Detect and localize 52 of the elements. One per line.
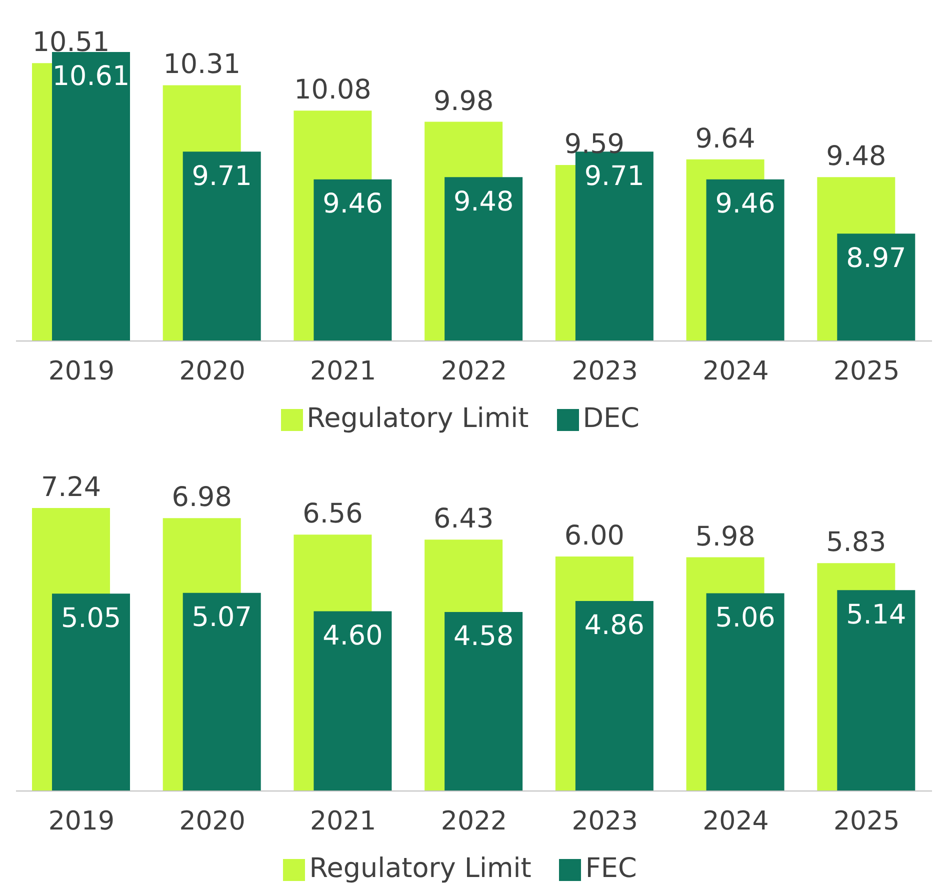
x-tick-label: 2020 <box>179 356 246 386</box>
x-tick-label: 2024 <box>702 806 769 836</box>
legend-label: FEC <box>585 853 637 884</box>
data-label: 9.48 <box>826 141 886 172</box>
data-label: 10.51 <box>32 27 110 58</box>
x-tick-label: 2019 <box>48 356 115 386</box>
x-tick-label: 2019 <box>48 806 115 836</box>
x-tick-label: 2025 <box>833 806 900 836</box>
data-label: 10.08 <box>294 74 372 106</box>
x-tick-label: 2021 <box>310 356 376 386</box>
data-label: 6.00 <box>564 520 624 552</box>
x-tick-label: 2022 <box>440 356 508 386</box>
x-tick-label: 2024 <box>702 356 769 386</box>
bar <box>575 601 654 791</box>
data-label: 4.60 <box>322 620 383 652</box>
data-label: 9.46 <box>715 188 776 220</box>
legend-label: Regulatory Limit <box>306 403 529 434</box>
x-tick-label: 2023 <box>572 356 638 386</box>
legend-label: DEC <box>582 403 640 434</box>
x-tick-label: 2020 <box>179 806 246 836</box>
data-label: 5.14 <box>846 599 906 630</box>
x-tick-label: 2022 <box>440 806 508 836</box>
data-label: 9.48 <box>454 186 514 218</box>
data-label: 9.64 <box>695 123 756 154</box>
data-label: 5.05 <box>60 602 122 634</box>
data-label: 5.98 <box>695 521 756 552</box>
data-label: 5.07 <box>192 602 252 633</box>
data-label: 6.43 <box>434 504 494 535</box>
bar <box>706 593 784 791</box>
bar <box>182 592 261 791</box>
x-tick-label: 2023 <box>572 806 638 836</box>
x-tick-label: 2025 <box>833 356 900 386</box>
data-label: 6.56 <box>302 498 363 530</box>
data-label: 4.86 <box>584 610 644 642</box>
data-label: 9.71 <box>192 160 252 192</box>
data-label: 9.46 <box>322 188 383 220</box>
legend-label: Regulatory Limit <box>309 853 532 884</box>
data-label: 6.98 <box>172 482 232 514</box>
data-label: 9.98 <box>434 86 494 117</box>
data-label: 7.24 <box>40 472 102 503</box>
data-label: 9.71 <box>584 160 644 192</box>
bar <box>837 590 916 791</box>
bar <box>444 612 523 791</box>
data-label: 4.58 <box>454 621 514 652</box>
data-label: 10.61 <box>52 61 130 92</box>
data-label: 5.83 <box>826 527 886 558</box>
data-label: 8.97 <box>846 242 906 274</box>
x-tick-label: 2021 <box>310 806 376 836</box>
bar <box>52 594 130 791</box>
data-label: 5.06 <box>715 602 776 634</box>
bar <box>314 611 392 791</box>
data-label: 10.31 <box>163 49 241 80</box>
